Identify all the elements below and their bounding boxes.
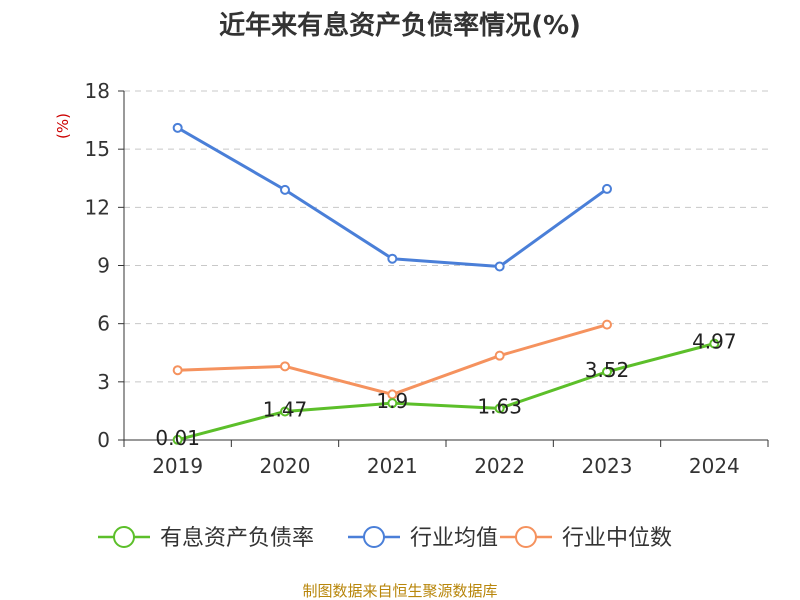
data-label-2020: 1.47	[263, 397, 308, 421]
legend[interactable]: 有息资产负债率 行业均值 行业中位数	[98, 526, 672, 551]
legend-item-2[interactable]: 行业中位数	[500, 526, 672, 551]
series-0	[172, 338, 720, 445]
point-1-2023	[602, 183, 612, 194]
x-tick-label-2023: 2023	[582, 454, 633, 478]
data-source: 制图数据来自恒生聚源数据库	[302, 582, 497, 600]
axes: 0 3 6 9 12 15 18 2019 2020 2021 2022 2023 2024	[85, 79, 769, 478]
y-tick-label-12: 12	[85, 195, 110, 219]
point-2-2022	[494, 350, 505, 361]
point-0-2020	[280, 406, 290, 417]
series-line-1	[176, 126, 608, 268]
y-tick-label-0: 0	[97, 428, 110, 452]
point-0-2024	[709, 338, 720, 349]
point-0-2023	[602, 366, 612, 377]
series-2	[172, 319, 612, 400]
chart-title: 近年来有息资产负债率情况(%)	[219, 10, 581, 41]
legend-item-1[interactable]: 行业均值	[348, 526, 498, 551]
y-tick-label-9: 9	[97, 254, 110, 278]
x-tick-label-2024: 2024	[689, 454, 740, 478]
legend-marker-2	[515, 526, 537, 548]
legend-label-2: 行业中位数	[562, 526, 672, 551]
data-label-2024: 4.97	[692, 330, 737, 354]
series-line-0	[177, 342, 715, 442]
x-tick-label-2022: 2022	[474, 454, 525, 478]
point-0-2022	[494, 403, 505, 414]
point-1-2022	[494, 261, 505, 272]
point-2-2019	[172, 365, 183, 376]
x-tick-label-2019: 2019	[152, 454, 203, 478]
legend-marker-0	[113, 526, 135, 548]
x-tick-label-2021: 2021	[367, 454, 418, 478]
legend-label-1: 行业均值	[410, 526, 498, 551]
series-group	[172, 122, 720, 445]
point-1-2021	[387, 253, 398, 264]
series-1	[172, 122, 612, 272]
point-0-2021	[387, 398, 398, 409]
grid-lines	[124, 90, 768, 383]
legend-item-0[interactable]: 有息资产负债率	[98, 526, 314, 551]
point-1-2020	[280, 184, 290, 195]
y-tick-label-15: 15	[85, 137, 110, 161]
series-line-2	[177, 323, 608, 396]
y-axis-unit: (%)	[54, 113, 72, 139]
data-labels: 0.01 1.47 1.9 1.63 3.52 4.97	[155, 330, 736, 450]
y-tick-label-18: 18	[85, 79, 110, 103]
point-2-2023	[602, 319, 612, 330]
point-1-2019	[172, 122, 183, 133]
data-label-2023: 3.52	[585, 358, 630, 382]
data-label-2022: 1.63	[477, 394, 522, 418]
data-label-2019: 0.01	[155, 426, 200, 450]
data-label-2021: 1.9	[376, 389, 408, 413]
y-tick-label-3: 3	[97, 370, 110, 394]
point-2-2020	[280, 361, 290, 372]
point-0-2019	[172, 434, 183, 445]
x-tick-label-2020: 2020	[260, 454, 311, 478]
legend-marker-1	[363, 526, 385, 548]
legend-label-0: 有息资产负债率	[160, 526, 314, 551]
y-tick-label-6: 6	[97, 312, 110, 336]
